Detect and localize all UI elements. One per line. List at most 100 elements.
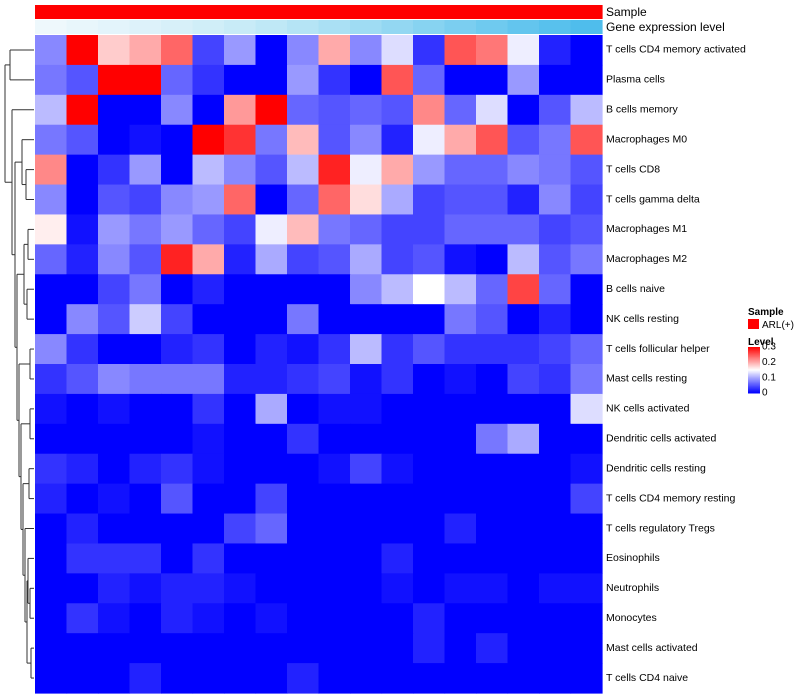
heatmap-cell (570, 184, 603, 216)
legend-sample-entry: ARL(+) (762, 320, 794, 331)
legend-colorbar-segment (748, 385, 760, 387)
heatmap-cell (255, 184, 288, 216)
heatmap-cell (161, 483, 194, 515)
heatmap-cell (381, 214, 414, 245)
heatmap-cell (539, 543, 572, 574)
heatmap-cell (539, 633, 572, 664)
legend-colorbar-segment (748, 386, 760, 389)
heatmap-cell (224, 364, 257, 395)
heatmap-cell (287, 603, 320, 634)
heatmap-cell (539, 64, 572, 96)
annotation-cell (444, 20, 477, 34)
heatmap-cell (444, 244, 477, 275)
heatmap-cell (350, 244, 383, 275)
heatmap-cell (539, 214, 572, 245)
legend-colorbar-segment (748, 362, 760, 364)
heatmap-cell (507, 334, 540, 365)
heatmap-cell (413, 633, 446, 664)
heatmap-cell (66, 184, 99, 216)
heatmap-cell (255, 453, 288, 485)
heatmap-cell (35, 603, 68, 634)
heatmap-cell (98, 35, 131, 66)
heatmap-cell (129, 244, 162, 275)
heatmap-cell (192, 304, 225, 335)
heatmap-cell (350, 64, 383, 96)
heatmap-cell (476, 393, 509, 425)
row-label: Macrophages M0 (606, 133, 687, 145)
heatmap-cell (381, 483, 414, 515)
heatmap-cell (161, 663, 194, 694)
heatmap-cell (224, 573, 257, 604)
annotation-cell (350, 5, 383, 19)
legend-colorbar-segment (748, 356, 760, 358)
heatmap-cell (413, 573, 446, 604)
heatmap-cell (98, 364, 131, 395)
heatmap-cell (287, 154, 320, 186)
heatmap-cell (318, 154, 351, 186)
legend-colorbar-segment (748, 380, 760, 382)
heatmap-cell (35, 214, 68, 245)
heatmap-cell (476, 274, 509, 305)
row-label: T cells CD4 memory activated (606, 44, 746, 56)
heatmap-cell (255, 124, 288, 156)
legend-colorbar-segment (748, 351, 760, 353)
heatmap-cell (287, 304, 320, 335)
heatmap-cell (255, 154, 288, 186)
row-label: B cells memory (606, 104, 679, 116)
heatmap-cell (98, 334, 131, 365)
heatmap-cell (444, 573, 477, 604)
heatmap-cell (98, 214, 131, 245)
annotation-cell (287, 20, 320, 34)
heatmap-cell (224, 154, 257, 186)
heatmap-cell (539, 663, 572, 694)
heatmap-cell (570, 214, 603, 245)
heatmap-cell (66, 663, 99, 694)
heatmap-cell (98, 64, 131, 96)
row-label: Dendritic cells activated (606, 433, 716, 445)
heatmap-cell (539, 573, 572, 604)
legend-sample-title: Sample (748, 307, 784, 318)
heatmap-cell (381, 543, 414, 574)
heatmap-cell (192, 244, 225, 275)
heatmap-cell (507, 274, 540, 305)
row-label: Mast cells resting (606, 373, 687, 385)
heatmap-cell (224, 304, 257, 335)
heatmap-cell (224, 214, 257, 245)
heatmap-cell (413, 423, 446, 455)
heatmap-cell (444, 393, 477, 425)
annotation-cell (318, 20, 351, 34)
heatmap-cell (98, 573, 131, 604)
legend-colorbar-segment (748, 383, 760, 385)
legend-colorbar-segment (748, 347, 760, 350)
heatmap-cell (66, 35, 99, 66)
heatmap-cell (444, 364, 477, 395)
heatmap-cell (287, 543, 320, 574)
heatmap-cell (192, 393, 225, 425)
heatmap-cell (476, 124, 509, 156)
heatmap-cell (539, 334, 572, 365)
heatmap-cell (476, 543, 509, 574)
heatmap-cell (35, 633, 68, 664)
row-label: NK cells activated (606, 403, 690, 415)
annotation-cell (507, 5, 540, 19)
heatmap-cell (507, 663, 540, 694)
legend-level-tick: 0.1 (762, 372, 776, 383)
heatmap-cell (413, 184, 446, 216)
heatmap-cell (350, 573, 383, 604)
annotation-cell (98, 20, 131, 34)
heatmap-cell (318, 64, 351, 96)
heatmap-cell (66, 304, 99, 335)
heatmap-cell (444, 334, 477, 365)
heatmap-cell (129, 35, 162, 66)
heatmap-cell (413, 603, 446, 634)
heatmap-cell (476, 633, 509, 664)
heatmap-cell (287, 573, 320, 604)
heatmap-cell (507, 94, 540, 126)
annotation-cell (476, 20, 509, 34)
heatmap-cell (161, 35, 194, 66)
heatmap-cell (192, 214, 225, 245)
heatmap-cell (161, 543, 194, 574)
heatmap-cell (350, 364, 383, 395)
heatmap-cell (35, 274, 68, 305)
legend-colorbar-segment (748, 389, 760, 391)
